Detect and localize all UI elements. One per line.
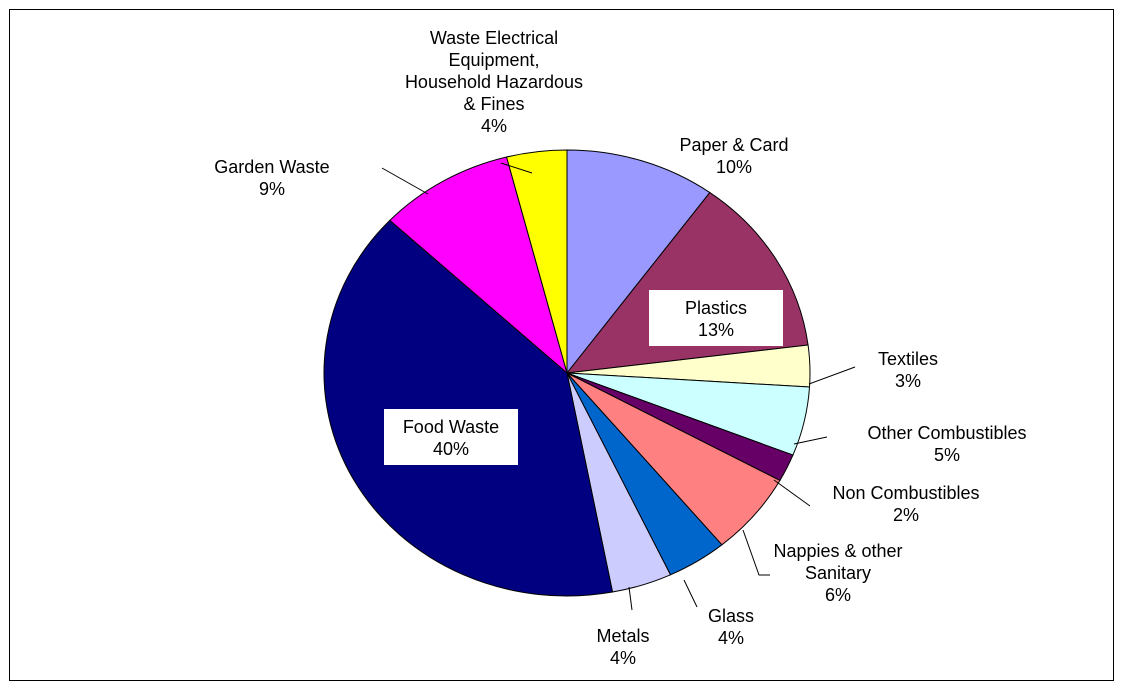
category-label: Garden Waste xyxy=(214,157,329,177)
leader-line-non-combustibles xyxy=(773,479,811,507)
data-label-paper-card: Paper & Card 10% xyxy=(679,135,788,177)
data-label-waste-electrical-equipment-household-hazardous-fines: Waste Electrical Equipment, Household Haza… xyxy=(405,28,583,136)
category-label: Equipment, xyxy=(448,50,539,70)
percent-label: 13% xyxy=(698,320,734,340)
category-label: Food Waste xyxy=(403,417,499,437)
leader-line-glass xyxy=(683,579,698,608)
percent-label: 10% xyxy=(716,157,752,177)
data-label-glass: Glass 4% xyxy=(708,606,754,648)
slice-garden-waste xyxy=(389,156,568,375)
leader-line-waste-electrical-equipment-household-hazardous-fines xyxy=(500,162,533,174)
percent-label: 4% xyxy=(610,648,636,668)
category-label: Metals xyxy=(596,626,649,646)
category-label: Nappies & other xyxy=(773,541,902,561)
category-label: Textiles xyxy=(878,349,938,369)
leader-line-garden-waste xyxy=(381,167,429,195)
leader-line-metals xyxy=(628,586,633,611)
percent-label: 4% xyxy=(718,628,744,648)
percent-label: 2% xyxy=(893,505,919,525)
category-label: & Fines xyxy=(463,94,524,114)
percent-label: 4% xyxy=(481,116,507,136)
slice-paper-card xyxy=(566,149,711,375)
data-label-food-waste: Food Waste 40% xyxy=(403,417,499,459)
label-box-food-waste xyxy=(384,409,518,465)
chart-area: Paper & Card 10% Plastics 13% Textiles 3% Othe… xyxy=(9,9,1114,681)
data-label-garden-waste: Garden Waste 9% xyxy=(214,157,329,199)
percent-label: 3% xyxy=(895,371,921,391)
category-label: Household Hazardous xyxy=(405,72,583,92)
percent-label: 9% xyxy=(259,179,285,199)
category-label: Paper & Card xyxy=(679,135,788,155)
data-label-plastics: Plastics 13% xyxy=(685,298,747,340)
slice-food-waste xyxy=(323,219,614,597)
category-label: Glass xyxy=(708,606,754,626)
leader-line-textiles xyxy=(808,366,856,385)
percent-label: 5% xyxy=(934,445,960,465)
data-label-other-combustibles: Other Combustibles 5% xyxy=(867,423,1026,465)
data-label-metals: Metals 4% xyxy=(596,626,649,668)
label-box-plastics xyxy=(649,290,783,346)
category-label: Other Combustibles xyxy=(867,423,1026,443)
category-label: Non Combustibles xyxy=(832,483,979,503)
data-label-non-combustibles: Non Combustibles 2% xyxy=(832,483,979,525)
data-label-nappies-other-sanitary: Nappies & other Sanitary 6% xyxy=(773,541,902,605)
pie-chart: Paper & Card 10% Plastics 13% Textiles 3% Othe… xyxy=(214,28,1026,668)
slice-waste-electrical-equipment-household-hazardous-fines xyxy=(505,149,568,374)
percent-label: 40% xyxy=(433,439,469,459)
category-label: Sanitary xyxy=(805,563,871,583)
data-label-textiles: Textiles 3% xyxy=(878,349,938,391)
percent-label: 6% xyxy=(825,585,851,605)
leader-line-other-combustibles xyxy=(793,436,828,445)
category-label: Waste Electrical xyxy=(430,28,558,48)
leader-line-nappies-other-sanitary xyxy=(742,529,770,576)
category-label: Plastics xyxy=(685,298,747,318)
